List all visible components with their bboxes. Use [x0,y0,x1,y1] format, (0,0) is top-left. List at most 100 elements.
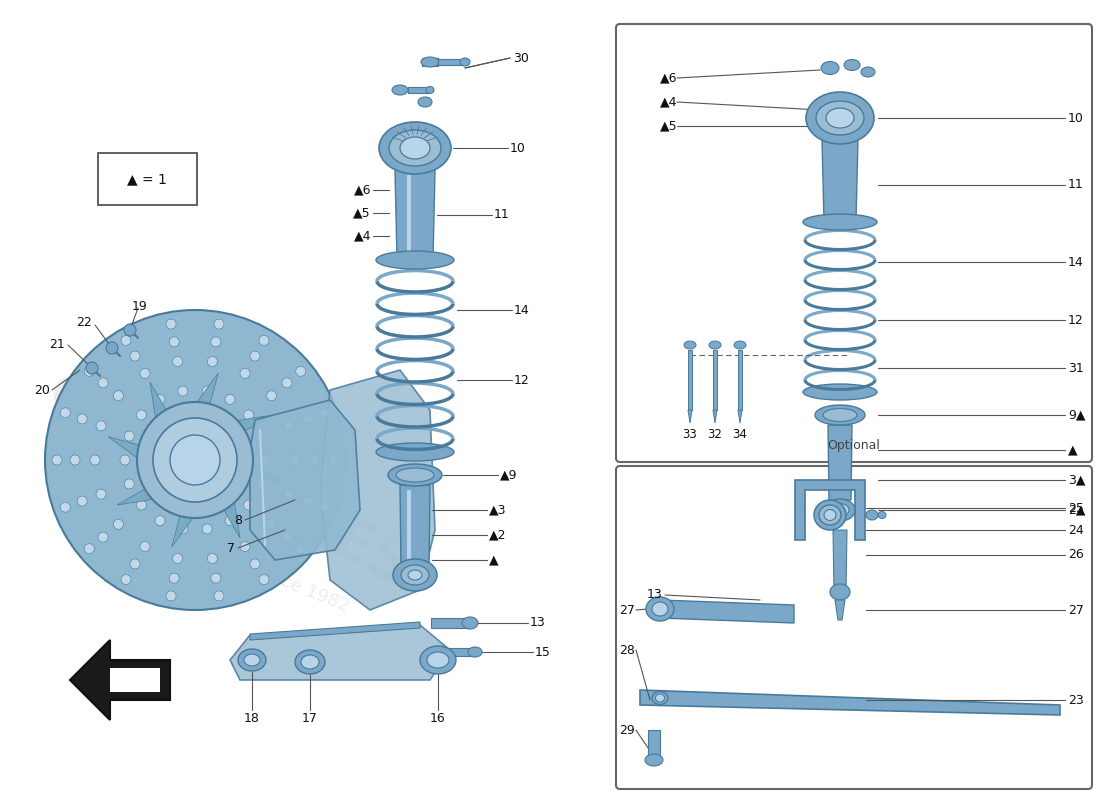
Circle shape [211,337,221,347]
Ellipse shape [238,649,266,671]
Polygon shape [400,485,430,570]
Circle shape [98,378,108,388]
Ellipse shape [803,384,877,400]
Circle shape [243,410,254,420]
FancyBboxPatch shape [98,153,197,205]
Ellipse shape [830,503,849,517]
Text: 33: 33 [683,429,697,442]
Text: 34: 34 [733,429,747,442]
Circle shape [260,455,270,465]
Ellipse shape [393,559,437,591]
Polygon shape [713,350,717,410]
Circle shape [136,410,146,420]
Polygon shape [648,730,660,760]
Circle shape [290,455,300,465]
Text: 14: 14 [514,303,530,317]
Ellipse shape [652,691,668,705]
Circle shape [256,479,266,489]
Ellipse shape [830,584,850,600]
Ellipse shape [427,652,449,668]
Polygon shape [688,410,692,423]
Circle shape [136,500,146,510]
Text: 30: 30 [513,51,529,65]
Circle shape [214,591,224,601]
Circle shape [302,414,312,424]
Polygon shape [431,648,475,656]
Polygon shape [250,622,420,640]
Text: euroSPARES: euroSPARES [672,196,968,364]
Circle shape [320,502,330,512]
Polygon shape [835,600,845,620]
Text: 20: 20 [34,383,50,397]
Circle shape [124,479,134,489]
Circle shape [169,573,179,583]
Text: 9▲: 9▲ [1068,409,1086,422]
Text: 13: 13 [647,589,662,602]
Circle shape [155,394,165,404]
Polygon shape [407,490,411,565]
Circle shape [173,357,183,366]
Text: passion for parts since 1982: passion for parts since 1982 [108,504,352,616]
Text: 3▲: 3▲ [1068,474,1086,486]
Circle shape [153,418,236,502]
Text: 23: 23 [1068,694,1084,706]
Text: 15: 15 [535,646,551,658]
Circle shape [90,455,100,465]
Circle shape [130,559,140,569]
Ellipse shape [820,505,842,525]
Text: passion for parts since 1982: passion for parts since 1982 [725,300,915,380]
Circle shape [208,554,218,563]
Ellipse shape [806,92,874,144]
Ellipse shape [826,108,854,128]
Ellipse shape [878,511,886,518]
Ellipse shape [388,464,442,486]
Ellipse shape [645,754,663,766]
Text: 12: 12 [514,374,530,386]
Circle shape [169,337,179,347]
Text: 24: 24 [1068,523,1084,537]
Polygon shape [408,87,430,93]
Circle shape [70,455,80,465]
Ellipse shape [646,597,674,621]
Ellipse shape [400,137,430,159]
Text: 10: 10 [1068,111,1084,125]
Polygon shape [738,350,742,410]
Circle shape [328,455,338,465]
Circle shape [296,366,306,376]
Ellipse shape [844,59,860,70]
Circle shape [96,490,106,499]
Text: euroSPARES: euroSPARES [40,361,420,599]
Polygon shape [195,415,273,460]
Polygon shape [640,690,1060,715]
Circle shape [266,390,276,401]
Text: 26: 26 [1068,549,1084,562]
Text: ▲3: ▲3 [490,503,506,517]
Ellipse shape [426,86,434,94]
Ellipse shape [816,101,864,135]
Ellipse shape [814,500,846,530]
Ellipse shape [821,62,839,74]
Circle shape [284,490,294,499]
FancyBboxPatch shape [616,24,1092,462]
Ellipse shape [408,570,422,580]
Circle shape [258,335,270,346]
Circle shape [282,378,292,388]
Text: ▲: ▲ [1068,443,1078,457]
Circle shape [140,542,150,552]
Circle shape [85,366,95,376]
Circle shape [98,532,108,542]
Ellipse shape [421,57,439,67]
Text: 16: 16 [430,711,446,725]
Polygon shape [422,58,438,66]
Polygon shape [713,410,717,423]
Ellipse shape [734,341,746,349]
Ellipse shape [803,214,877,230]
Polygon shape [738,410,742,423]
Circle shape [60,502,70,512]
Text: 22: 22 [76,317,92,330]
Circle shape [178,524,188,534]
Text: 32: 32 [707,429,723,442]
Circle shape [250,559,260,569]
Circle shape [284,421,294,430]
Circle shape [266,519,276,530]
